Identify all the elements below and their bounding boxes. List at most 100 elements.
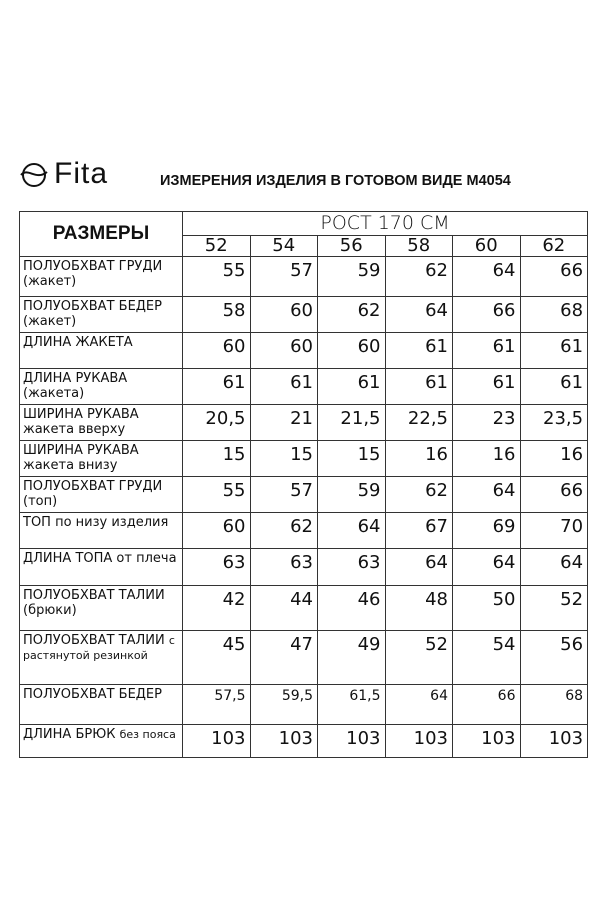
table-row: ПОЛУОБХВАТ ГРУДИ (топ) 55 57 59 62 64 66 <box>19 476 589 513</box>
measurement-value: 64 <box>384 548 453 586</box>
measurement-value: 22,5 <box>384 404 453 441</box>
measurement-value: 21 <box>249 404 318 441</box>
measurement-value: 60 <box>249 296 318 333</box>
measurement-value: 46 <box>317 585 386 631</box>
table-row: ТОП по низу изделия 60 62 64 67 69 70 <box>19 512 589 549</box>
table-row: ПОЛУОБХВАТ БЕДЕР (жакет) 58 60 62 64 66 68 <box>19 296 589 333</box>
measurement-label: ПОЛУОБХВАТ ТАЛИИ с растянутой резинкой <box>19 630 183 685</box>
measurement-value: 52 <box>519 585 589 631</box>
size-header: 56 <box>317 235 386 257</box>
measurement-value: 69 <box>452 512 521 549</box>
measurement-value: 61 <box>384 368 453 405</box>
label-main: ДЛИНА ТОПА от плеча <box>23 551 177 566</box>
measurement-value: 57 <box>249 256 318 297</box>
measurement-value: 66 <box>452 684 521 725</box>
table-row: ДЛИНА ЖАКЕТА 60 60 60 61 61 61 <box>19 332 589 369</box>
measurement-value: 60 <box>249 332 318 369</box>
measurement-value: 62 <box>317 296 386 333</box>
size-header: 62 <box>519 235 589 257</box>
measurement-value: 60 <box>182 512 251 549</box>
measurement-value: 59 <box>317 256 386 297</box>
measurement-value: 60 <box>317 332 386 369</box>
measurement-value: 103 <box>384 724 453 758</box>
page-title: ИЗМЕРЕНИЯ ИЗДЕЛИЯ В ГОТОВОМ ВИДЕ М4054 <box>160 173 511 189</box>
measurement-value: 61 <box>182 368 251 405</box>
size-header: 58 <box>384 235 453 257</box>
table-row: ПОЛУОБХВАТ ТАЛИИ (брюки) 42 44 46 48 50 52 <box>19 585 589 631</box>
table-row: ДЛИНА РУКАВА (жакета) 61 61 61 61 61 61 <box>19 368 589 405</box>
measurement-value: 42 <box>182 585 251 631</box>
measurement-label: ПОЛУОБХВАТ БЕДЕР <box>19 684 183 725</box>
measurement-label: ДЛИНА ЖАКЕТА <box>19 332 183 369</box>
measurement-value: 62 <box>384 256 453 297</box>
measurement-value: 15 <box>182 440 251 477</box>
measurement-value: 61 <box>519 368 589 405</box>
measurement-value: 103 <box>452 724 521 758</box>
label-main: ПОЛУОБХВАТ БЕДЕР (жакет) <box>23 299 162 329</box>
table-row: ШИРИНА РУКАВА жакета вверху 20,5 21 21,5 22,… <box>19 404 589 441</box>
measurement-value: 44 <box>249 585 318 631</box>
sizes-header: РАЗМЕРЫ <box>19 211 183 257</box>
measurement-label: ДЛИНА БРЮК без пояса <box>19 724 183 758</box>
measurement-label: ПОЛУОБХВАТ ТАЛИИ (брюки) <box>19 585 183 631</box>
label-main: ДЛИНА ЖАКЕТА <box>23 335 133 350</box>
measurement-value: 66 <box>519 476 589 513</box>
measurement-value: 16 <box>452 440 521 477</box>
measurement-label: ПОЛУОБХВАТ БЕДЕР (жакет) <box>19 296 183 333</box>
measurement-value: 16 <box>384 440 453 477</box>
size-table: РАЗМЕРЫ РОСТ 170 СМ 52 54 56 58 60 62 ПОЛУОБХ… <box>19 211 589 758</box>
measurement-value: 61,5 <box>317 684 386 725</box>
measurement-value: 61 <box>452 368 521 405</box>
size-header: 54 <box>249 235 318 257</box>
measurement-value: 62 <box>384 476 453 513</box>
table-row: ДЛИНА ТОПА от плеча 63 63 63 64 64 64 <box>19 548 589 586</box>
measurement-value: 45 <box>182 630 251 685</box>
measurement-value: 64 <box>452 548 521 586</box>
measurement-value: 70 <box>519 512 589 549</box>
label-main: ПОЛУОБХВАТ ГРУДИ (топ) <box>23 479 163 509</box>
measurement-value: 63 <box>317 548 386 586</box>
table-row: ШИРИНА РУКАВА жакета внизу 15 15 15 16 16 16 <box>19 440 589 477</box>
measurement-value: 68 <box>519 296 589 333</box>
measurement-value: 20,5 <box>182 404 251 441</box>
measurement-value: 103 <box>519 724 589 758</box>
label-main: ПОЛУОБХВАТ ТАЛИИ <box>23 633 165 648</box>
label-main: ШИРИНА РУКАВА жакета вверху <box>23 407 139 437</box>
label-main: ПОЛУОБХВАТ БЕДЕР <box>23 687 162 702</box>
label-main: ДЛИНА РУКАВА (жакета) <box>23 371 128 401</box>
measurement-label: ШИРИНА РУКАВА жакета вверху <box>19 404 183 441</box>
measurement-value: 56 <box>519 630 589 685</box>
size-header: 60 <box>452 235 521 257</box>
table-row: ДЛИНА БРЮК без пояса 103 103 103 103 103 103 <box>19 724 589 758</box>
label-note: без пояса <box>119 728 176 741</box>
label-main: ПОЛУОБХВАТ ГРУДИ (жакет) <box>23 259 163 289</box>
measurement-label: ПОЛУОБХВАТ ГРУДИ (топ) <box>19 476 183 513</box>
table-row: ПОЛУОБХВАТ ТАЛИИ с растянутой резинкой 45… <box>19 630 589 685</box>
measurement-value: 66 <box>452 296 521 333</box>
measurement-value: 15 <box>317 440 386 477</box>
measurement-value: 103 <box>249 724 318 758</box>
measurement-value: 48 <box>384 585 453 631</box>
measurement-value: 66 <box>519 256 589 297</box>
measurement-value: 64 <box>452 476 521 513</box>
measurement-value: 57 <box>249 476 318 513</box>
measurement-value: 64 <box>317 512 386 549</box>
measurement-value: 55 <box>182 476 251 513</box>
measurement-value: 61 <box>317 368 386 405</box>
measurement-label: ДЛИНА РУКАВА (жакета) <box>19 368 183 405</box>
fita-logo-icon <box>20 163 48 187</box>
measurement-value: 52 <box>384 630 453 685</box>
measurement-label: ШИРИНА РУКАВА жакета внизу <box>19 440 183 477</box>
measurement-value: 57,5 <box>182 684 251 725</box>
measurement-value: 62 <box>249 512 318 549</box>
measurement-value: 68 <box>519 684 589 725</box>
measurement-value: 64 <box>519 548 589 586</box>
measurement-value: 61 <box>452 332 521 369</box>
measurement-value: 67 <box>384 512 453 549</box>
measurement-value: 64 <box>384 296 453 333</box>
table-row: ПОЛУОБХВАТ ГРУДИ (жакет) 55 57 59 62 64 66 <box>19 256 589 297</box>
measurement-value: 16 <box>519 440 589 477</box>
measurement-value: 47 <box>249 630 318 685</box>
label-main: ДЛИНА БРЮК <box>23 727 116 742</box>
measurement-value: 59 <box>317 476 386 513</box>
